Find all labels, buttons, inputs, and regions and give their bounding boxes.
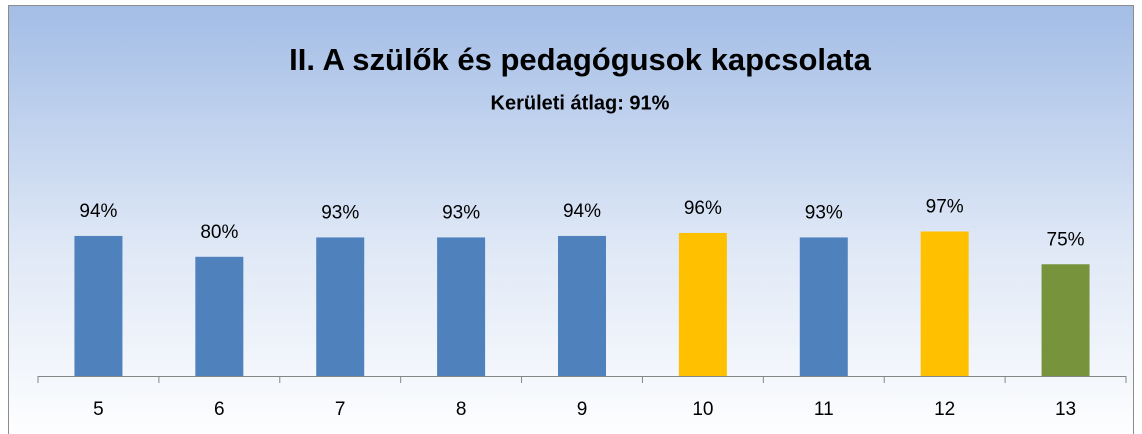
bar: [558, 235, 606, 376]
chart-subtitle: Kerületi átlag: 91%: [491, 92, 670, 114]
value-label: 94%: [563, 201, 601, 222]
value-label: 93%: [805, 202, 843, 223]
x-tick-label: 9: [577, 399, 588, 420]
x-tick-label: 5: [93, 399, 104, 420]
value-label: 97%: [926, 196, 964, 217]
bar: [316, 237, 365, 376]
bar: [195, 256, 244, 376]
value-label: 75%: [1047, 229, 1085, 250]
bar: [437, 237, 486, 376]
bar: [920, 231, 969, 376]
x-tick-label: 13: [1055, 399, 1076, 420]
value-label: 96%: [684, 198, 722, 219]
bar: [799, 237, 848, 376]
value-label: 94%: [79, 201, 117, 222]
value-label: 93%: [442, 202, 480, 223]
bar: [678, 232, 727, 376]
x-tick-label: 12: [934, 399, 955, 420]
x-tick-label: 6: [214, 399, 225, 420]
chart-title: II. A szülők és pedagógusok kapcsolata: [289, 42, 871, 77]
x-tick-label: 8: [456, 399, 467, 420]
bar: [1041, 264, 1090, 376]
x-tick-label: 10: [692, 399, 713, 420]
x-tick-label: 7: [335, 399, 346, 420]
value-label: 80%: [200, 222, 238, 243]
bar: [74, 235, 123, 376]
value-label: 93%: [321, 202, 359, 223]
x-tick-label: 11: [814, 399, 834, 420]
